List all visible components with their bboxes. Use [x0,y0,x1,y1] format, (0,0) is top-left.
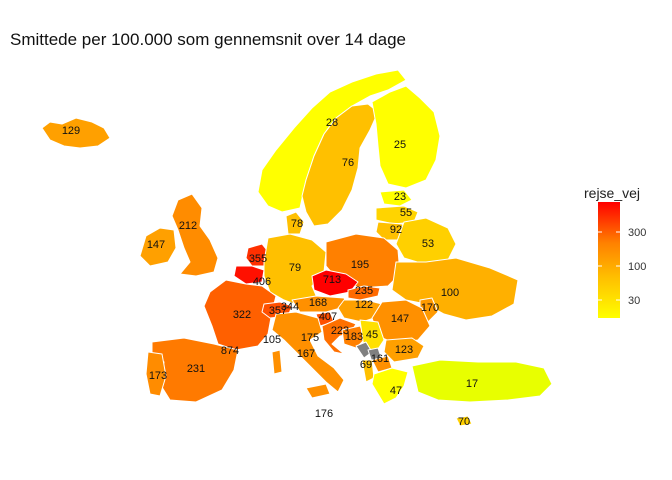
country-ireland[interactable] [139,227,177,267]
label-estonia: 23 [394,191,406,203]
label-liechtenstein: 344 [281,301,299,313]
legend-tick-300: 300 [628,227,646,239]
label-slovakia: 235 [355,285,373,297]
legend-title: rejse_vej [584,185,641,201]
label-corsica: 167 [297,348,315,360]
label-andorra: 874 [221,345,239,357]
country-portugal[interactable] [145,351,167,397]
label-slovenia: 407 [319,311,337,323]
country-turkey[interactable] [411,359,553,403]
label-montenegro: 69 [360,359,372,371]
label-france: 322 [233,309,251,321]
label-austria: 168 [309,297,327,309]
label-bosnia: 183 [345,331,363,343]
label-norway: 28 [326,117,338,129]
label-greece: 47 [390,385,402,397]
label-denmark: 78 [291,218,303,230]
country-italy[interactable] [271,311,345,393]
country-sicily[interactable] [305,383,331,399]
country-denmark[interactable] [285,211,305,235]
label-ukraine: 100 [441,287,459,299]
country-estonia[interactable] [379,189,413,207]
legend-tick-100: 100 [628,261,646,273]
country-iceland[interactable] [41,117,111,149]
country-finland[interactable] [371,85,441,189]
label-uk: 212 [179,220,197,232]
country-czechia[interactable] [311,269,359,297]
label-sweden: 76 [342,157,354,169]
country-croatia[interactable] [321,317,357,355]
label-italy: 175 [301,332,319,344]
map-title: Smittede per 100.000 som gennemsnit over… [10,30,406,49]
label-malta: 176 [315,408,333,420]
label-netherlands: 355 [249,253,267,265]
country-belgium[interactable] [233,265,265,285]
label-ireland: 147 [147,239,165,251]
label-hungary: 122 [355,299,373,311]
label-poland: 195 [351,259,369,271]
label-iceland: 129 [62,125,80,137]
label-serbia: 45 [366,329,378,341]
label-croatia: 223 [331,325,349,337]
country-france[interactable] [203,279,277,351]
label-portugal: 173 [149,370,167,382]
label-kosovo: 161 [371,353,389,365]
label-bulgaria: 123 [395,344,413,356]
country-bosnia[interactable] [341,325,367,349]
label-czechia: 713 [323,274,341,286]
label-germany: 79 [289,262,301,274]
country-bulgaria[interactable] [383,337,425,363]
label-monaco: 105 [263,334,281,346]
legend-tick-30: 30 [628,295,640,307]
label-turkey: 17 [466,378,478,390]
label-cyprus: 70 [458,416,470,428]
country-sardinia[interactable] [271,349,283,375]
country-norway[interactable] [257,69,407,213]
country-hungary[interactable] [337,299,383,323]
label-spain: 231 [187,363,205,375]
country-slovakia[interactable] [347,285,381,301]
label-latvia: 55 [400,207,412,219]
label-belgium: 406 [253,276,271,288]
legend-colorbar [598,202,620,318]
label-switzerland: 357 [269,305,287,317]
country-cyprus[interactable] [455,415,473,427]
label-finland: 25 [394,139,406,151]
country-uk[interactable] [171,193,219,277]
label-moldova: 170 [421,302,439,314]
label-lithuania: 92 [390,224,402,236]
country-sweden[interactable] [301,103,379,227]
label-romania: 147 [391,313,409,325]
country-greece[interactable] [371,367,409,405]
label-belarus: 53 [422,238,434,250]
